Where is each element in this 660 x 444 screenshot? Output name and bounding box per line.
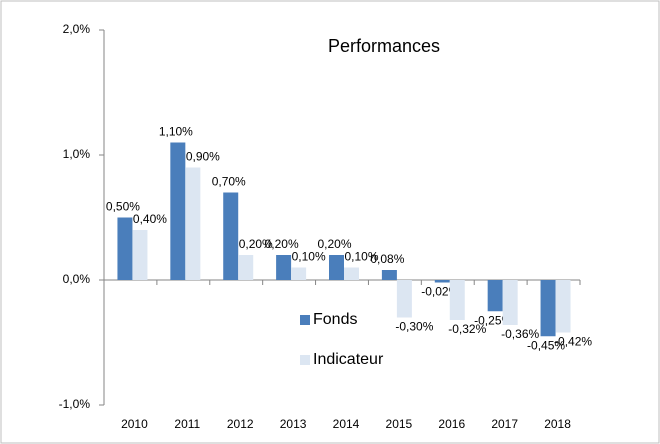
x-tick-label: 2013 — [280, 417, 307, 431]
bar — [276, 255, 292, 280]
x-tick-label: 2012 — [227, 417, 254, 431]
data-label: 0,20% — [265, 237, 299, 251]
y-tick-label: 0,0% — [63, 272, 91, 286]
bar — [291, 267, 307, 280]
legend-label: Fonds — [313, 311, 357, 328]
bar — [170, 142, 186, 280]
data-label: 0,10% — [344, 250, 378, 264]
bar — [434, 280, 450, 283]
bar — [449, 280, 465, 320]
bar — [344, 267, 359, 280]
legend-swatch — [300, 355, 310, 365]
legend-swatch — [300, 315, 310, 325]
bar — [238, 255, 254, 280]
bar — [185, 167, 201, 280]
chart-title: Performances — [328, 36, 440, 56]
x-tick-label: 2010 — [121, 417, 148, 431]
x-tick-label: 2017 — [491, 417, 518, 431]
data-label: 0,90% — [186, 150, 220, 164]
data-label: 1,10% — [159, 125, 193, 139]
bar — [329, 255, 344, 280]
bar — [502, 280, 518, 325]
bar — [117, 217, 133, 280]
y-tick-label: -1,0% — [59, 397, 91, 411]
data-label: 0,08% — [370, 252, 404, 266]
x-tick-label: 2014 — [333, 417, 360, 431]
legend-label: Indicateur — [313, 351, 384, 368]
bar — [132, 230, 148, 280]
bar — [487, 280, 503, 312]
y-tick-label: 2,0% — [63, 22, 91, 36]
data-label: 0,70% — [212, 175, 246, 189]
data-label: 0,50% — [106, 200, 140, 214]
data-label: -0,45% — [527, 338, 565, 352]
data-label: -0,42% — [554, 335, 592, 349]
data-label: -0,32% — [448, 322, 486, 336]
bar — [396, 280, 412, 318]
data-label: 0,20% — [239, 237, 273, 251]
data-label: -0,30% — [395, 320, 433, 334]
data-label: -0,36% — [501, 327, 539, 341]
data-label: 0,10% — [292, 250, 326, 264]
bar — [540, 280, 556, 337]
y-tick-label: 1,0% — [63, 147, 91, 161]
data-label: 0,20% — [317, 237, 351, 251]
x-tick-label: 2015 — [386, 417, 413, 431]
data-label: 0,40% — [133, 212, 167, 226]
bar — [381, 270, 397, 280]
bar — [223, 192, 239, 280]
x-tick-label: 2018 — [544, 417, 571, 431]
bar — [555, 280, 571, 333]
x-tick-label: 2011 — [174, 417, 200, 431]
x-tick-label: 2016 — [438, 417, 465, 431]
